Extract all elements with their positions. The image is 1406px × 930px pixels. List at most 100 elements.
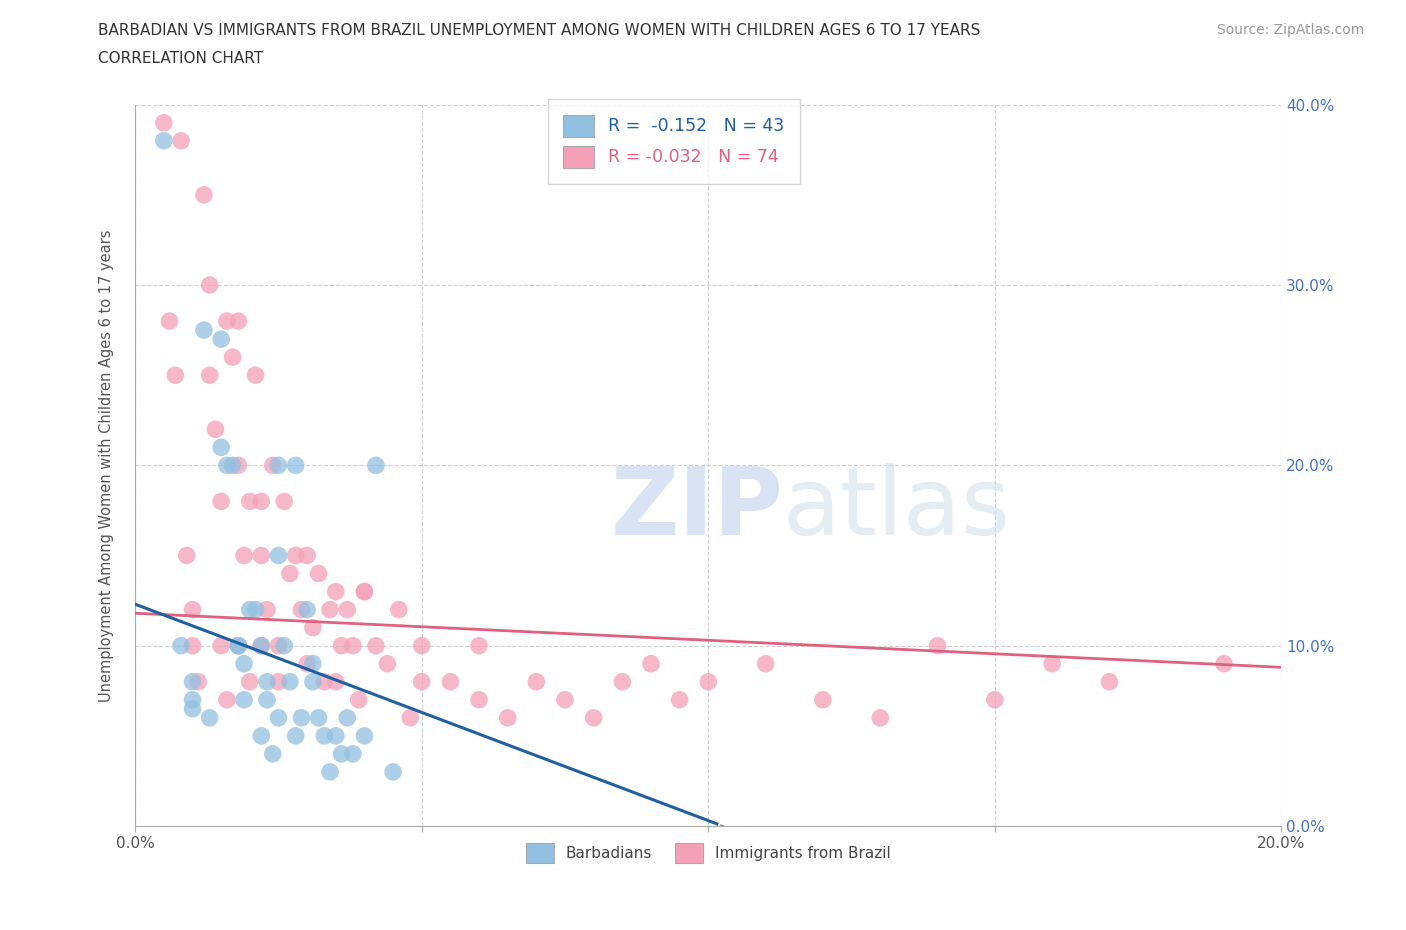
Point (221, 350, 243, 365)
Point (228, 638, 250, 653)
Point (209, 494, 232, 509)
Point (262, 458, 284, 472)
Text: ZIP: ZIP (610, 462, 783, 554)
Point (250, 494, 273, 509)
Point (524, 674, 547, 689)
Point (228, 458, 250, 472)
Point (640, 657, 662, 671)
Point (353, 584, 375, 599)
Point (811, 692, 834, 707)
Point (181, 701, 204, 716)
Point (319, 603, 342, 618)
Point (468, 638, 491, 653)
Point (342, 747, 364, 762)
Point (668, 692, 690, 707)
Point (267, 674, 290, 689)
Point (330, 638, 353, 653)
Point (245, 603, 267, 618)
Point (267, 638, 290, 653)
Point (215, 692, 238, 707)
Point (198, 367, 221, 382)
Point (347, 692, 370, 707)
Point (314, 674, 336, 689)
Point (1098, 674, 1121, 689)
Legend: Barbadians, Immigrants from Brazil: Barbadians, Immigrants from Brazil (520, 837, 897, 869)
Point (262, 747, 284, 762)
Point (278, 566, 301, 581)
Point (181, 603, 204, 618)
Point (439, 674, 461, 689)
Point (233, 692, 256, 707)
Point (176, 548, 198, 563)
Point (411, 674, 433, 689)
Point (278, 674, 301, 689)
Point (215, 458, 238, 472)
Point (302, 674, 325, 689)
Point (364, 638, 387, 653)
Point (290, 603, 312, 618)
Point (239, 494, 262, 509)
Point (273, 494, 295, 509)
Point (336, 603, 359, 618)
Point (284, 728, 307, 743)
Point (295, 548, 318, 563)
Point (153, 115, 176, 130)
Point (170, 638, 193, 653)
Point (314, 728, 336, 743)
Point (612, 674, 634, 689)
Point (181, 674, 204, 689)
Point (267, 458, 290, 472)
Point (284, 458, 307, 472)
Point (245, 367, 267, 382)
Point (233, 657, 256, 671)
Point (256, 692, 278, 707)
Point (198, 277, 221, 292)
Point (325, 728, 347, 743)
Point (256, 603, 278, 618)
Point (239, 674, 262, 689)
Point (295, 657, 318, 671)
Point (399, 711, 422, 725)
Point (170, 133, 193, 148)
Point (388, 603, 411, 618)
Point (697, 674, 720, 689)
Point (295, 603, 318, 618)
Point (496, 711, 519, 725)
Point (233, 548, 256, 563)
Text: atlas: atlas (783, 462, 1011, 554)
Point (468, 692, 491, 707)
Point (377, 657, 399, 671)
Point (153, 133, 176, 148)
Text: Source: ZipAtlas.com: Source: ZipAtlas.com (1216, 23, 1364, 37)
Point (181, 692, 204, 707)
Point (250, 548, 273, 563)
Point (325, 584, 347, 599)
Point (181, 638, 204, 653)
Point (353, 728, 375, 743)
Point (187, 674, 209, 689)
Point (221, 458, 243, 472)
Point (250, 638, 273, 653)
Point (308, 711, 330, 725)
Text: BARBADIAN VS IMMIGRANTS FROM BRAZIL UNEMPLOYMENT AMONG WOMEN WITH CHILDREN AGES : BARBADIAN VS IMMIGRANTS FROM BRAZIL UNEM… (98, 23, 981, 38)
Point (325, 674, 347, 689)
Point (239, 603, 262, 618)
Point (342, 638, 364, 653)
Point (228, 638, 250, 653)
Point (319, 764, 342, 779)
Point (215, 313, 238, 328)
Point (1213, 657, 1236, 671)
Point (193, 188, 215, 203)
Y-axis label: Unemployment Among Women with Children Ages 6 to 17 years: Unemployment Among Women with Children A… (100, 229, 114, 701)
Point (250, 728, 273, 743)
Point (228, 313, 250, 328)
Point (198, 711, 221, 725)
Point (209, 638, 232, 653)
Point (228, 638, 250, 653)
Point (1040, 657, 1063, 671)
Point (869, 711, 891, 725)
Point (308, 566, 330, 581)
Text: CORRELATION CHART: CORRELATION CHART (98, 51, 263, 66)
Point (273, 638, 295, 653)
Point (159, 313, 181, 328)
